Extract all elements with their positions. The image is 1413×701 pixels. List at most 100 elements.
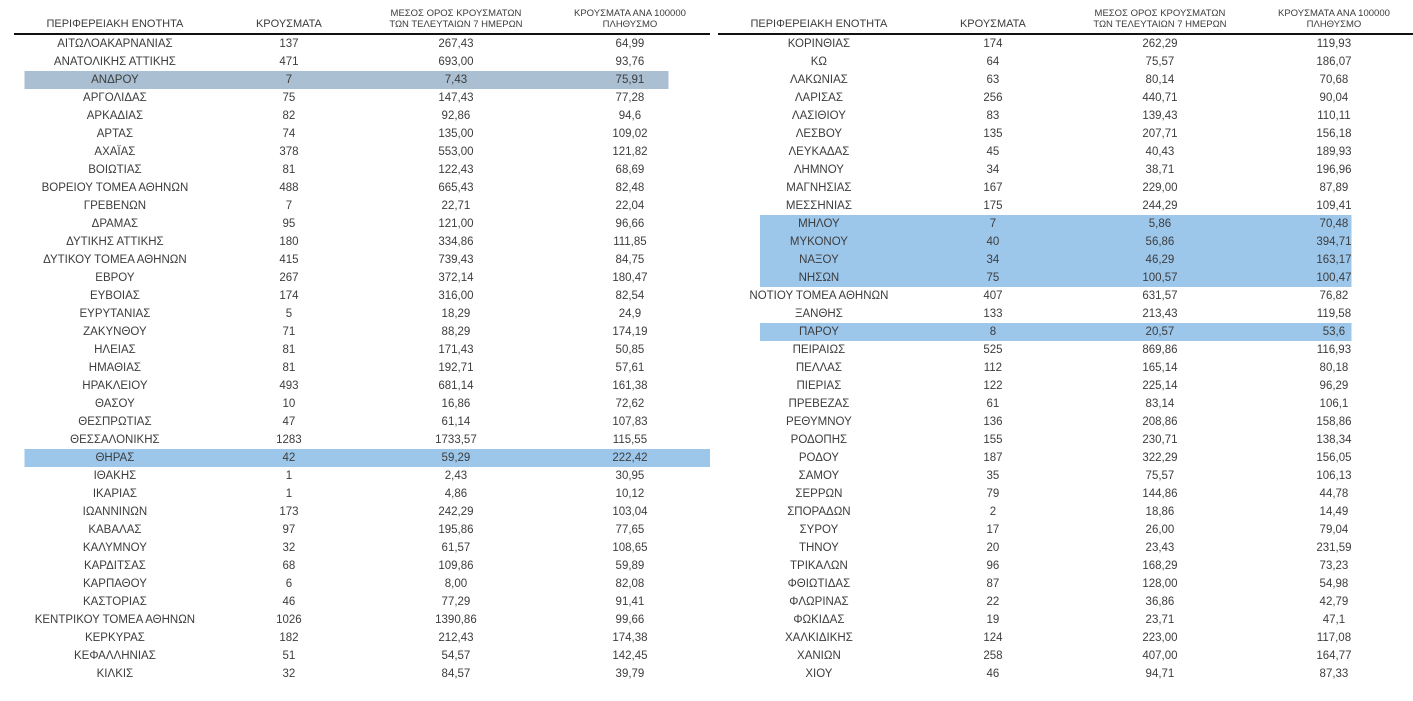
cell-region: ΦΩΚΙΔΑΣ xyxy=(793,614,845,626)
cell-avg7: 208,86 xyxy=(1142,416,1178,428)
cell-region: ΤΡΙΚΑΛΩΝ xyxy=(790,560,848,572)
cell-region: ΜΥΚΟΝΟΥ xyxy=(789,236,848,248)
table-row: ΞΑΝΘΗΣ 133 213,43 119,58 xyxy=(718,305,1413,323)
table-row: ΙΘΑΚΗΣ 1 2,43 30,95 xyxy=(14,467,710,485)
cell-region: ΗΛΕΙΑΣ xyxy=(94,344,136,356)
cell-region: ΙΘΑΚΗΣ xyxy=(93,470,137,482)
cell-per100k: 87,89 xyxy=(1319,182,1349,194)
table-row: ΚΕΝΤΡΙΚΟΥ ΤΟΜΕΑ ΑΘΗΝΩΝ 1026 1390,86 99,66 xyxy=(14,611,710,629)
cell-cases: 174 xyxy=(983,38,1003,50)
cell-cases: 81 xyxy=(282,362,296,374)
col-header-region: ΠΕΡΙΦΕΡΕΙΑΚΗ ΕΝΟΤΗΤΑ xyxy=(14,8,216,35)
table-row: ΦΛΩΡΙΝΑΣ 22 36,86 42,79 xyxy=(718,593,1413,611)
cell-cases: 61 xyxy=(986,398,1000,410)
cell-region: ΔΡΑΜΑΣ xyxy=(91,218,139,230)
col-header-cases: ΚΡΟΥΣΜΑΤΑ xyxy=(215,8,362,35)
cell-per100k: 186,07 xyxy=(1316,56,1352,68)
cell-region: ΕΥΒΟΙΑΣ xyxy=(89,290,140,302)
table-row: ΒΟΡΕΙΟΥ ΤΟΜΕΑ ΑΘΗΝΩΝ 488 665,43 82,48 xyxy=(14,179,710,197)
col-header-cases: ΚΡΟΥΣΜΑΤΑ xyxy=(919,8,1066,35)
table-row: ΔΥΤΙΚΟΥ ΤΟΜΕΑ ΑΘΗΝΩΝ 415 739,43 84,75 xyxy=(14,251,710,269)
cell-cases: 46 xyxy=(986,668,1000,680)
cell-cases: 525 xyxy=(983,344,1003,356)
table-row: ΑΝΔΡΟΥ 7 7,43 75,91 xyxy=(14,71,710,89)
cell-per100k: 174,19 xyxy=(612,326,648,338)
cell-avg7: 213,43 xyxy=(1142,308,1178,320)
table-row: ΠΑΡΟΥ 8 20,57 53,6 xyxy=(718,323,1413,341)
cell-avg7: 16,86 xyxy=(441,398,471,410)
cell-per100k: 70,48 xyxy=(1319,218,1349,230)
cell-cases: 83 xyxy=(986,110,1000,122)
cell-region: ΛΕΣΒΟΥ xyxy=(795,128,843,140)
cell-region: ΣΕΡΡΩΝ xyxy=(795,488,843,500)
cell-region: ΑΡΓΟΛΙΔΑΣ xyxy=(83,92,147,104)
cell-avg7: 84,57 xyxy=(441,668,471,680)
table-row: ΚΑΛΥΜΝΟΥ 32 61,57 108,65 xyxy=(14,539,710,557)
cell-avg7: 2,43 xyxy=(444,470,468,482)
cell-avg7: 1390,86 xyxy=(435,614,477,626)
cell-avg7: 4,86 xyxy=(444,488,468,500)
cell-avg7: 59,29 xyxy=(441,452,471,464)
cell-avg7: 23,43 xyxy=(1145,542,1175,554)
cell-cases: 182 xyxy=(279,632,299,644)
cell-per100k: 59,89 xyxy=(615,560,645,572)
cell-region: ΑΡΚΑΔΙΑΣ xyxy=(86,110,144,122)
cell-avg7: 7,43 xyxy=(444,74,468,86)
cell-cases: 7 xyxy=(285,200,293,212)
cell-cases: 7 xyxy=(285,74,293,86)
table-row: ΠΡΕΒΕΖΑΣ 61 83,14 106,1 xyxy=(718,395,1413,413)
cell-cases: 378 xyxy=(279,146,299,158)
cell-region: ΚΑΣΤΟΡΙΑΣ xyxy=(82,596,147,608)
cell-per100k: 73,23 xyxy=(1319,560,1349,572)
cell-cases: 258 xyxy=(983,650,1003,662)
cell-cases: 8 xyxy=(989,326,997,338)
cell-region: ΝΟΤΙΟΥ ΤΟΜΕΑ ΑΘΗΝΩΝ xyxy=(749,290,889,302)
cell-region: ΛΕΥΚΑΔΑΣ xyxy=(788,146,850,158)
cell-avg7: 75,57 xyxy=(1145,470,1175,482)
col-header-per100k: ΚΡΟΥΣΜΑΤΑ ΑΝΑ 100000 ΠΛΗΘΥΣΜΟ xyxy=(549,8,710,35)
cell-cases: 6 xyxy=(285,578,293,590)
col-header-avg7-line2: ΤΩΝ ΤΕΛΕΥΤΑΙΩΝ 7 ΗΜΕΡΩΝ xyxy=(1093,19,1227,30)
cell-per100k: 54,98 xyxy=(1319,578,1349,590)
cell-cases: 136 xyxy=(983,416,1003,428)
table-row: ΝΗΣΩΝ 75 100,57 100,47 xyxy=(718,269,1413,287)
table-row: ΛΑΡΙΣΑΣ 256 440,71 90,04 xyxy=(718,89,1413,107)
cell-region: ΠΑΡΟΥ xyxy=(798,326,839,338)
table-row: ΔΡΑΜΑΣ 95 121,00 96,66 xyxy=(14,215,710,233)
cell-per100k: 103,04 xyxy=(612,506,648,518)
cell-cases: 51 xyxy=(282,650,296,662)
table-row: ΦΘΙΩΤΙΔΑΣ 87 128,00 54,98 xyxy=(718,575,1413,593)
table-row: ΑΡΓΟΛΙΔΑΣ 75 147,43 77,28 xyxy=(14,89,710,107)
col-header-region-label: ΠΕΡΙΦΕΡΕΙΑΚΗ ΕΝΟΤΗΤΑ xyxy=(46,17,184,30)
cell-avg7: 334,86 xyxy=(438,236,474,248)
cell-region: ΜΕΣΣΗΝΙΑΣ xyxy=(785,200,852,212)
cell-region: ΘΗΡΑΣ xyxy=(95,452,135,464)
cell-region: ΞΑΝΘΗΣ xyxy=(795,308,843,320)
cell-avg7: 1733,57 xyxy=(435,434,477,446)
cell-region: ΡΟΔΟΥ xyxy=(798,452,839,464)
table-row: ΑΝΑΤΟΛΙΚΗΣ ΑΤΤΙΚΗΣ 471 693,00 93,76 xyxy=(14,53,710,71)
cell-avg7: 61,57 xyxy=(441,542,471,554)
cell-cases: 87 xyxy=(986,578,1000,590)
cell-per100k: 109,41 xyxy=(1316,200,1352,212)
cell-avg7: 739,43 xyxy=(438,254,474,266)
cell-cases: 1283 xyxy=(276,434,302,446)
cell-per100k: 110,11 xyxy=(1317,110,1351,122)
table-row: ΜΗΛΟΥ 7 5,86 70,48 xyxy=(718,215,1413,233)
col-header-avg7-line2: ΤΩΝ ΤΕΛΕΥΤΑΙΩΝ 7 ΗΜΕΡΩΝ xyxy=(389,19,523,30)
cell-per100k: 109,02 xyxy=(612,128,648,140)
cell-region: ΛΑΡΙΣΑΣ xyxy=(794,92,843,104)
cell-region: ΚΕΝΤΡΙΚΟΥ ΤΟΜΕΑ ΑΘΗΝΩΝ xyxy=(34,614,196,626)
cell-per100k: 96,66 xyxy=(615,218,645,230)
cell-region: ΘΕΣΠΡΩΤΙΑΣ xyxy=(78,416,152,428)
cell-per100k: 111,85 xyxy=(613,236,647,248)
col-header-avg7-line1: ΜΕΣΟΣ ΟΡΟΣ ΚΡΟΥΣΜΑΤΩΝ xyxy=(390,8,522,19)
table-row: ΤΗΝΟΥ 20 23,43 231,59 xyxy=(718,539,1413,557)
cell-per100k: 231,59 xyxy=(1316,542,1352,554)
table-row: ΑΡΤΑΣ 74 135,00 109,02 xyxy=(14,125,710,143)
cell-region: ΧΑΛΚΙΔΙΚΗΣ xyxy=(784,632,853,644)
cell-per100k: 222,42 xyxy=(612,452,648,464)
table-row: ΖΑΚΥΝΘΟΥ 71 88,29 174,19 xyxy=(14,323,710,341)
cell-region: ΠΕΛΛΑΣ xyxy=(795,362,842,374)
